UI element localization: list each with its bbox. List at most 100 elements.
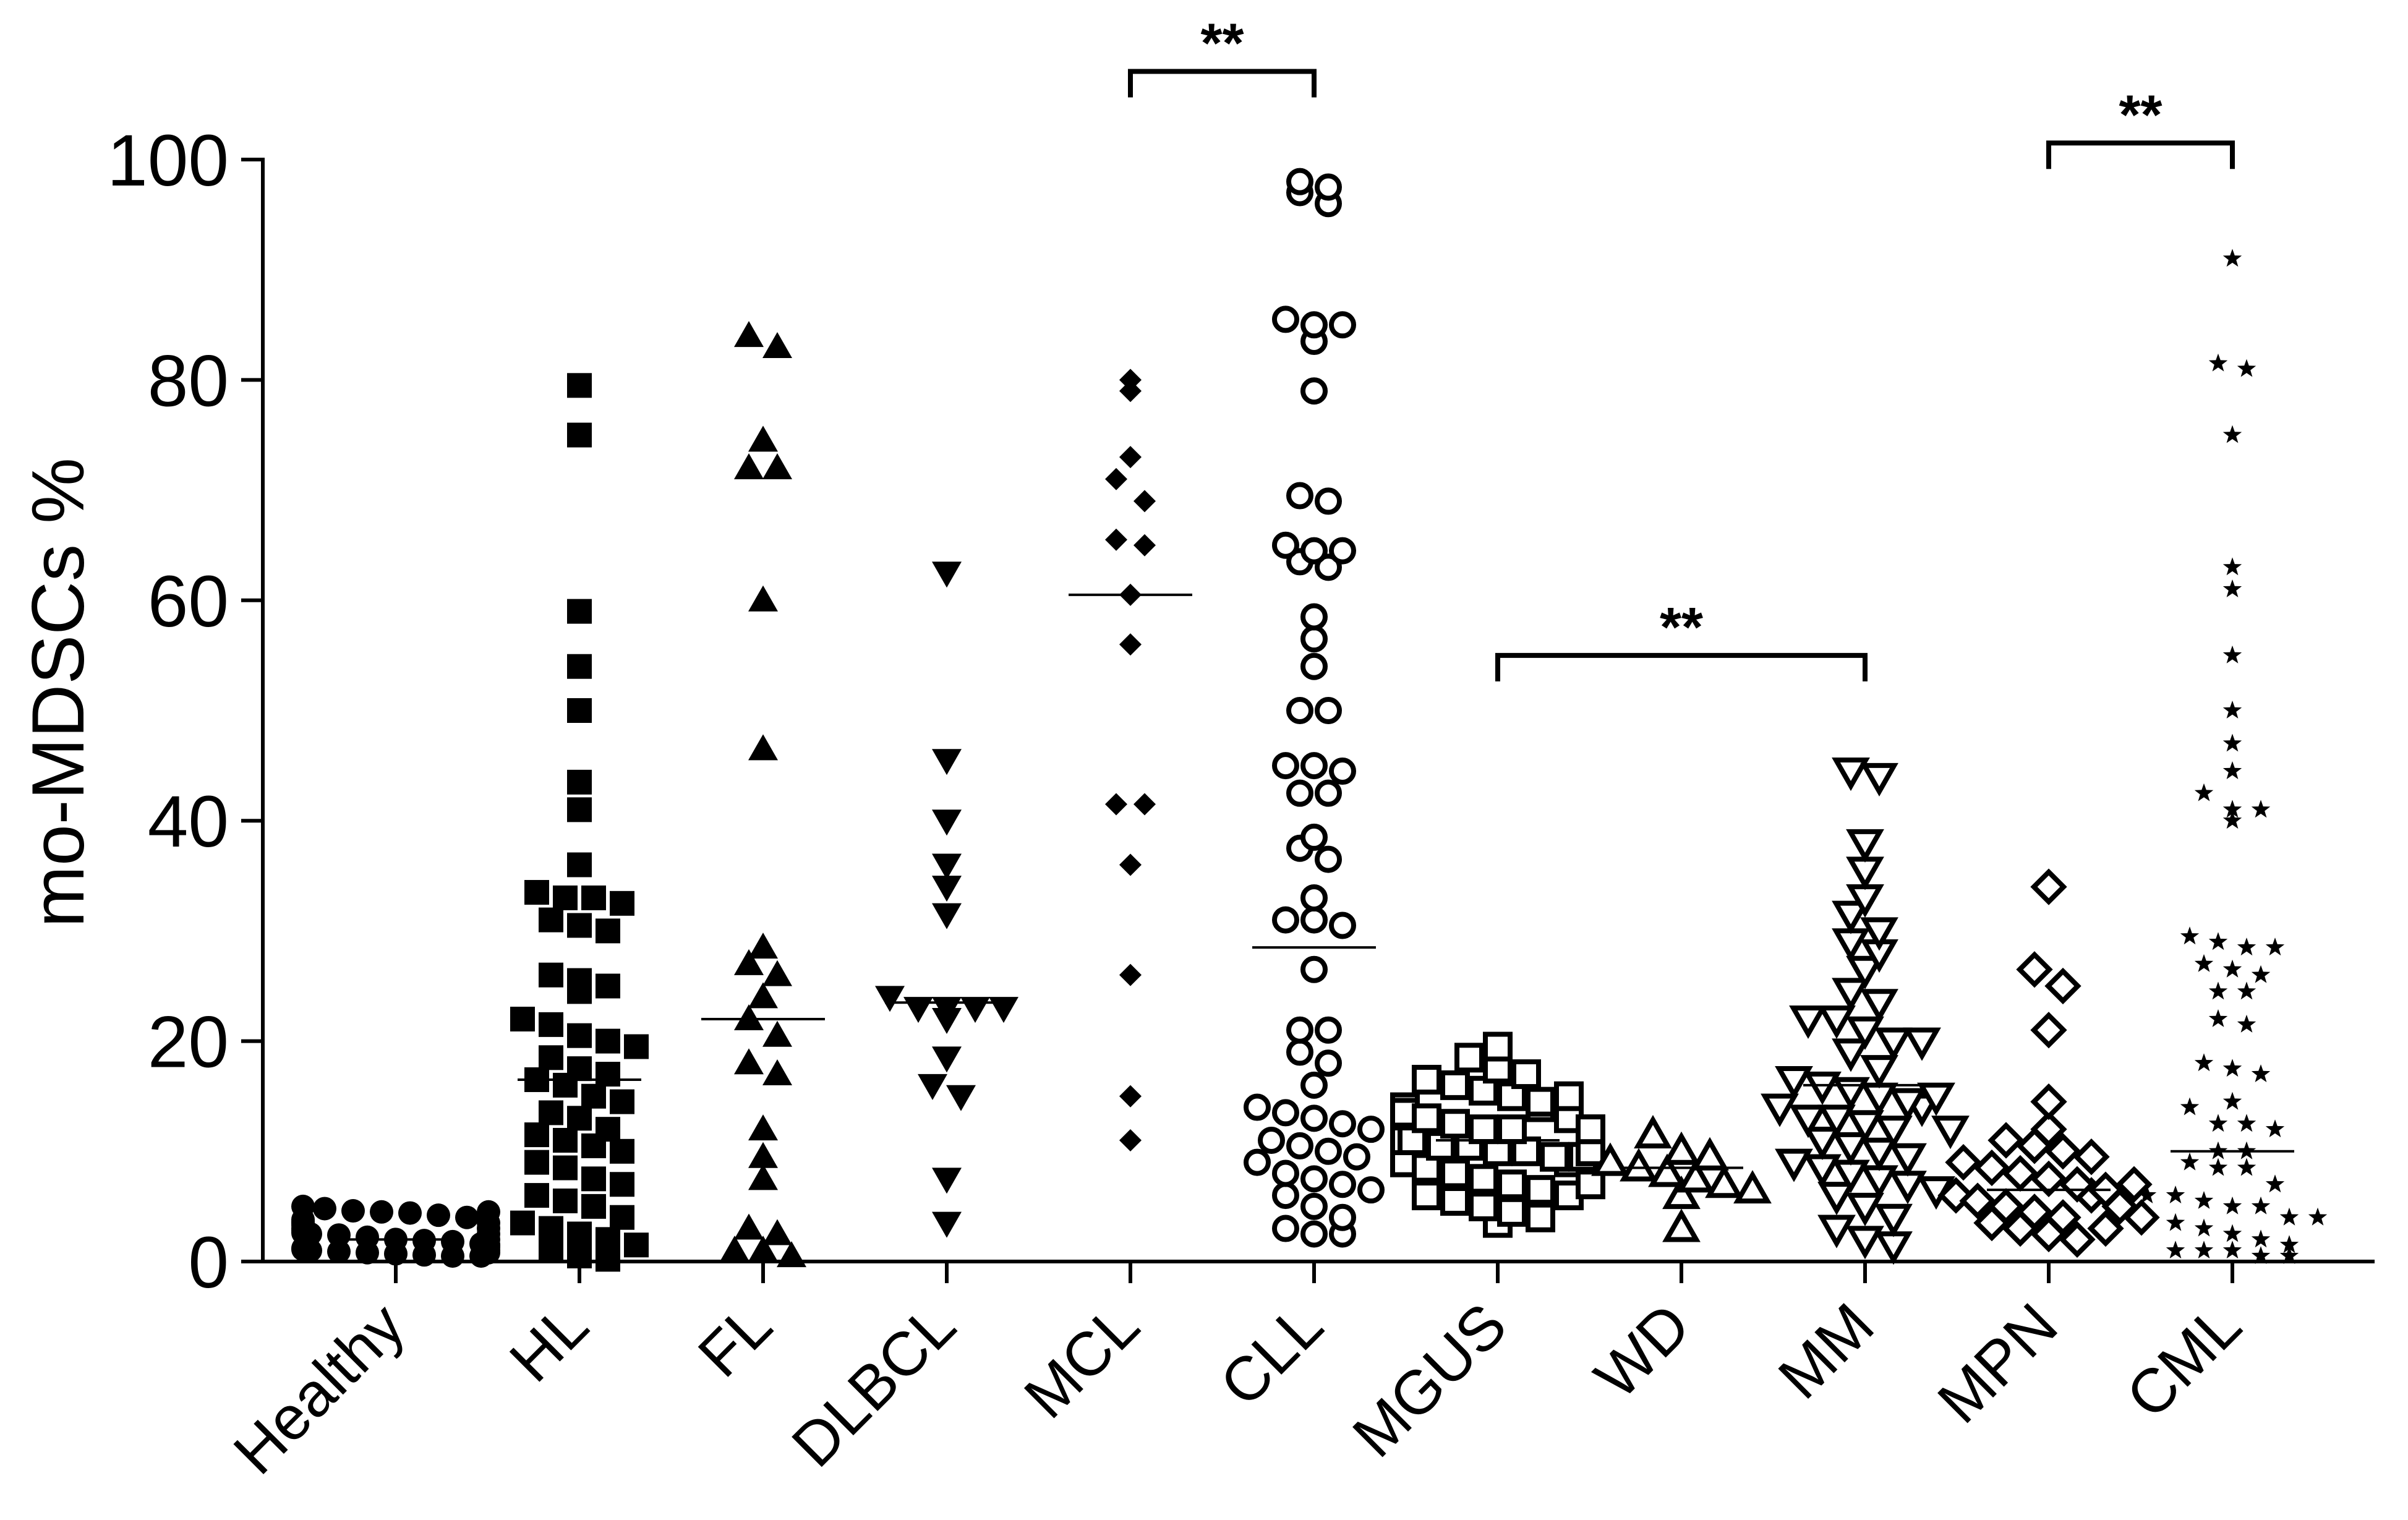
data-point (2208, 353, 2228, 372)
data-point (1931, 1116, 1970, 1150)
data-point (1300, 752, 1328, 780)
x-tick-label: MM (1765, 1290, 1887, 1412)
category-points (1390, 1031, 1605, 1238)
data-point (1286, 1016, 1313, 1044)
data-point (1497, 1114, 1527, 1145)
y-tick-label: 60 (148, 561, 229, 643)
data-point (1286, 482, 1313, 510)
data-point (1832, 1132, 1870, 1166)
data-point (2279, 1235, 2299, 1253)
data-point (539, 1238, 563, 1263)
data-point (2265, 937, 2285, 956)
data-point (1440, 1158, 1470, 1189)
data-point (2251, 800, 2271, 818)
data-point (748, 1142, 778, 1168)
y-tick-label: 40 (148, 781, 229, 863)
data-point (2002, 1155, 2039, 1192)
data-point (567, 769, 592, 795)
data-point (2208, 932, 2228, 950)
data-point (1119, 963, 1142, 986)
data-point (2044, 1133, 2081, 1170)
data-point (989, 997, 1018, 1023)
significance-brackets: ** ** ** (1128, 12, 2235, 681)
data-point (2194, 1191, 2214, 1209)
median-lines (334, 593, 2294, 1241)
data-point (2194, 1218, 2214, 1237)
data-point (2222, 1059, 2242, 1077)
data-point (2016, 1193, 2053, 1231)
data-point (1540, 1142, 1569, 1172)
data-point (1412, 1064, 1441, 1095)
data-point (1315, 553, 1342, 581)
category-points (2137, 249, 2328, 1264)
category-points (1761, 758, 1970, 1265)
data-point (734, 1213, 764, 1240)
data-point (553, 885, 578, 910)
data-point (1300, 1104, 1328, 1132)
data-point (1775, 1148, 1813, 1182)
data-point (2251, 965, 2271, 983)
significance-label: ** (1660, 597, 1703, 659)
data-point (539, 1100, 563, 1125)
data-point (581, 1083, 606, 1109)
data-point (1412, 1103, 1441, 1134)
data-point (2222, 733, 2242, 752)
data-point (2237, 1014, 2256, 1033)
data-points (291, 168, 2328, 1272)
data-point (398, 1201, 422, 1225)
data-point (327, 1223, 351, 1247)
data-point (1846, 1192, 1884, 1226)
data-point (1889, 1088, 1927, 1122)
category-points (291, 1194, 500, 1268)
data-point (2016, 951, 2053, 988)
data-point (581, 1193, 606, 1219)
data-point (1789, 1005, 1827, 1040)
data-point (2208, 1158, 2228, 1176)
data-point (299, 1222, 322, 1246)
data-point (1526, 1087, 1555, 1117)
data-point (1272, 906, 1299, 934)
data-point (1987, 1188, 2025, 1225)
data-point (313, 1197, 336, 1221)
data-point (2059, 1221, 2096, 1258)
data-point (1300, 1165, 1328, 1193)
category-points (1937, 868, 2160, 1258)
data-point (932, 1211, 962, 1238)
data-point (2222, 1240, 2242, 1259)
data-point (1832, 900, 1870, 934)
data-point (1272, 1215, 1299, 1242)
data-point (524, 880, 549, 905)
y-tick-label: 0 (188, 1222, 229, 1304)
data-point (1874, 1231, 1913, 1265)
data-point (2265, 1174, 2285, 1193)
data-point (734, 1048, 764, 1075)
data-point (1832, 1038, 1870, 1072)
data-point (1483, 1031, 1513, 1062)
data-point (1917, 1082, 1955, 1116)
data-point (1119, 853, 1142, 876)
category-points (510, 373, 649, 1272)
data-point (1469, 1164, 1498, 1194)
data-point (1357, 1116, 1385, 1143)
data-point (524, 1183, 549, 1208)
data-point (1105, 468, 1127, 490)
data-point (2237, 1114, 2256, 1132)
data-point (2030, 1083, 2067, 1121)
data-point (762, 1059, 792, 1086)
data-point (1119, 1085, 1142, 1108)
data-point (370, 1200, 393, 1224)
data-point (2251, 1229, 2271, 1248)
data-point (567, 913, 592, 938)
data-point (875, 986, 905, 1012)
data-point (567, 373, 592, 398)
data-point (1272, 1182, 1299, 1210)
data-point (918, 1074, 947, 1100)
x-tick-label: Healthy (221, 1290, 418, 1487)
data-point (2116, 1166, 2153, 1203)
data-point (734, 453, 764, 479)
data-point (2222, 959, 2242, 978)
data-point (1648, 1153, 1686, 1187)
significance-label: ** (1200, 12, 1244, 74)
data-point (567, 1056, 592, 1082)
